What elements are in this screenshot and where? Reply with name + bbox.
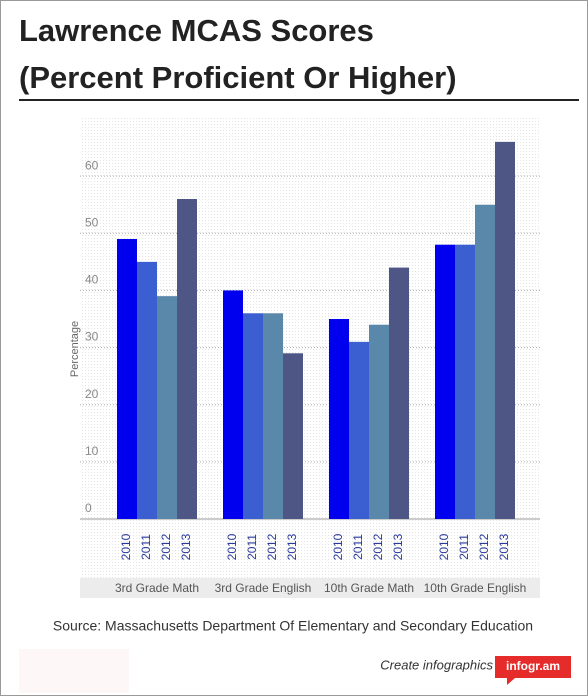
- x-tick-label: 3rd Grade English: [215, 581, 312, 595]
- series-label: 2012: [159, 533, 173, 560]
- chart-title: Lawrence MCAS Scores: [19, 13, 374, 48]
- y-tick-label: 60: [85, 158, 99, 172]
- bar: [349, 341, 369, 519]
- bar: [263, 313, 283, 519]
- bar: [435, 244, 455, 519]
- bar: [137, 261, 157, 519]
- bar: [475, 204, 495, 519]
- series-label: 2010: [437, 533, 451, 560]
- series-label: 2010: [225, 533, 239, 560]
- y-tick-label: 30: [85, 330, 99, 344]
- y-tick-label: 10: [85, 444, 99, 458]
- y-tick-label: 50: [85, 215, 99, 229]
- bar: [177, 199, 197, 519]
- series-label: 2012: [265, 533, 279, 560]
- series-label: 2013: [285, 533, 299, 560]
- series-label: 2011: [245, 534, 259, 560]
- bar: [389, 267, 409, 519]
- x-tick-label: 10th Grade Math: [324, 581, 414, 595]
- series-label: 2013: [391, 533, 405, 560]
- category-band: [80, 578, 540, 598]
- logo-placeholder: [19, 649, 129, 693]
- series-label: 2012: [477, 533, 491, 560]
- x-tick-label: 10th Grade English: [424, 581, 527, 595]
- y-tick-label: 40: [85, 273, 99, 287]
- series-label: 2011: [351, 534, 365, 560]
- bar: [455, 244, 475, 519]
- series-label: 2013: [179, 533, 193, 560]
- bar: [223, 290, 243, 519]
- series-label: 2010: [119, 533, 133, 560]
- bar: [283, 353, 303, 519]
- bar: [369, 324, 389, 519]
- series-label: 2011: [457, 534, 471, 560]
- series-label: 2010: [331, 533, 345, 560]
- brand-badge: [495, 656, 571, 678]
- bar: [117, 239, 137, 519]
- series-label: 2012: [371, 533, 385, 560]
- bar: [157, 296, 177, 519]
- bar: [243, 313, 263, 519]
- y-tick-label: 20: [85, 387, 99, 401]
- y-tick-label: 0: [85, 501, 92, 515]
- chart-title: (Percent Proficient Or Higher): [19, 60, 457, 95]
- source: Source: Massachusetts Department Of Elem…: [53, 618, 533, 634]
- series-label: 2011: [139, 534, 153, 560]
- bar: [329, 319, 349, 519]
- x-tick-label: 3rd Grade Math: [115, 581, 199, 595]
- footer-text: Create infographics: [380, 657, 493, 672]
- series-label: 2013: [497, 533, 511, 560]
- brand[interactable]: infogr.am: [506, 659, 560, 673]
- y-axis-label: Percentage: [69, 321, 81, 377]
- bar: [495, 141, 515, 519]
- brand-badge-tail: [507, 678, 515, 685]
